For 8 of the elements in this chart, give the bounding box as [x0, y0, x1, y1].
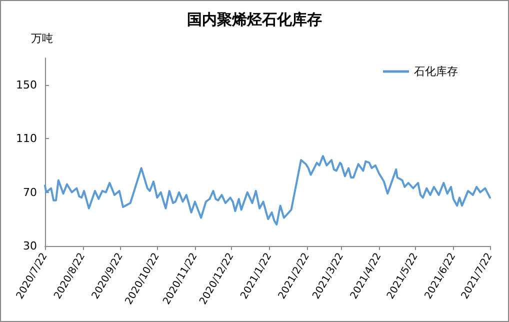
- y-tick-label: 30: [23, 240, 37, 252]
- legend-label: 石化库存: [414, 65, 458, 78]
- chart-title: 国内聚烯烃石化库存: [187, 10, 322, 28]
- line-series: [44, 155, 491, 226]
- y-tick-label: 70: [23, 186, 37, 199]
- y-tick-label: 150: [16, 78, 37, 92]
- y-tick-label: 110: [16, 132, 37, 146]
- y-axis-title: 万吨: [31, 32, 53, 45]
